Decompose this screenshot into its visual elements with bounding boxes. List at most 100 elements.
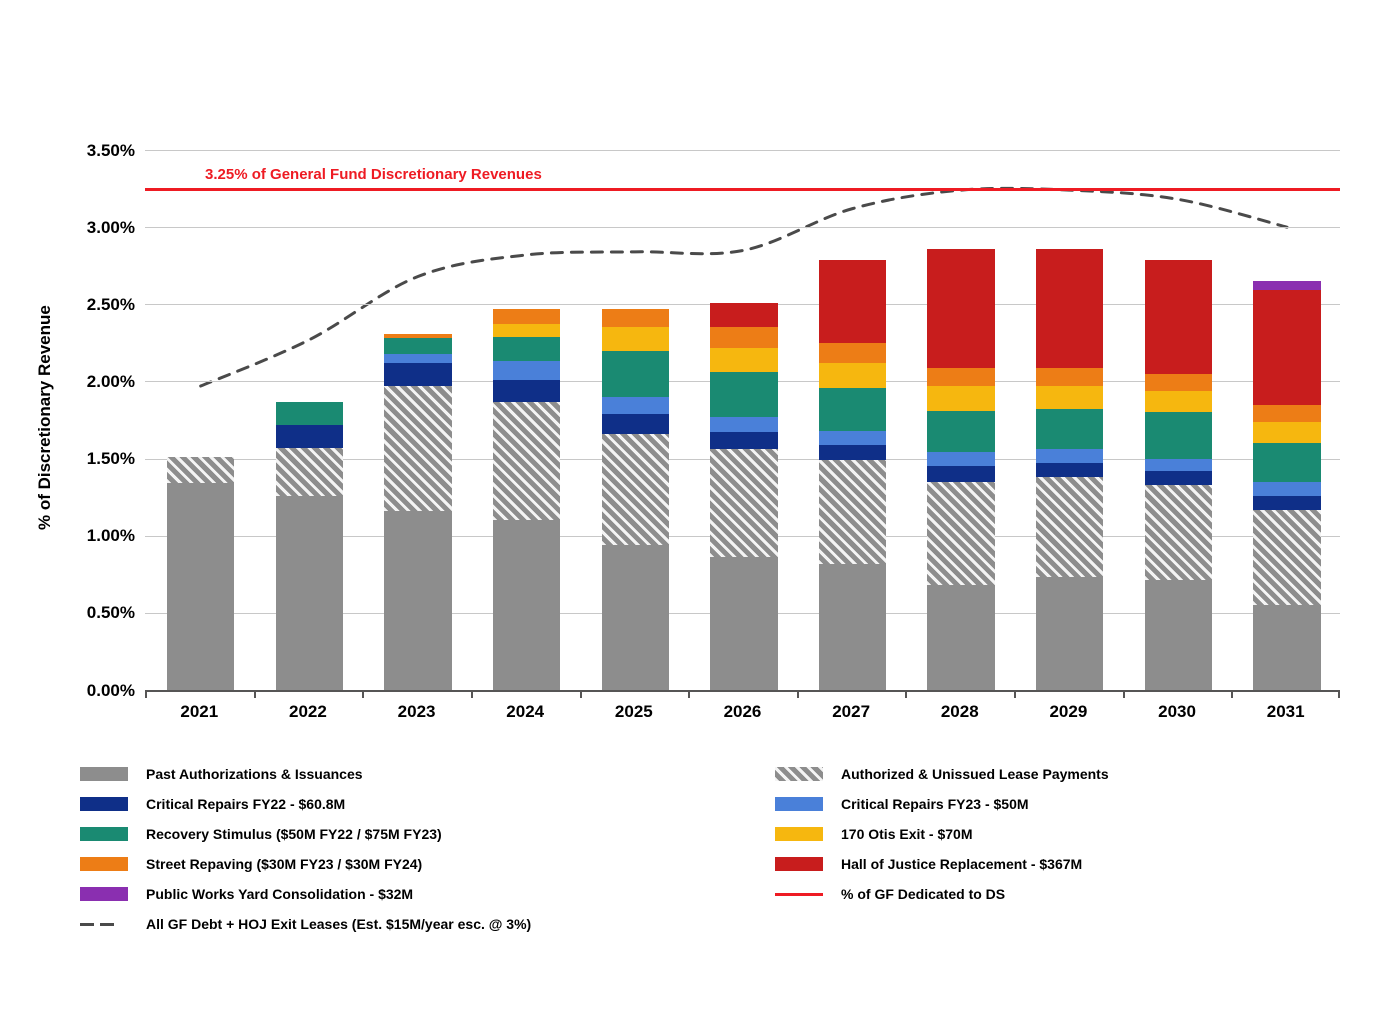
reference-line-label: 3.25% of General Fund Discretionary Reve… [205, 166, 542, 183]
seg-recovery [819, 388, 886, 431]
seg-auth [167, 457, 234, 483]
seg-hoj [1253, 290, 1320, 404]
x-tick [362, 690, 364, 698]
chart-container: % of Discretionary Revenue 3.25% of Gene… [0, 0, 1378, 1030]
seg-hoj [819, 260, 886, 343]
seg-past [819, 564, 886, 691]
y-tick-label: 1.50% [65, 449, 135, 469]
bar-2024 [493, 150, 560, 690]
legend-swatch [775, 797, 823, 811]
seg-crit22 [602, 414, 669, 434]
seg-auth [384, 386, 451, 511]
seg-crit22 [384, 363, 451, 386]
seg-otis [1036, 386, 1103, 409]
seg-auth [1145, 485, 1212, 581]
seg-past [493, 520, 560, 690]
y-axis-title: % of Discretionary Revenue [35, 305, 55, 530]
y-tick-label: 3.00% [65, 218, 135, 238]
seg-recovery [710, 372, 777, 417]
x-label-2030: 2030 [1123, 702, 1232, 722]
seg-past [1145, 580, 1212, 690]
seg-past [384, 511, 451, 690]
seg-recovery [276, 402, 343, 425]
seg-past [276, 496, 343, 690]
y-tick-label: 3.50% [65, 141, 135, 161]
seg-auth [710, 449, 777, 557]
seg-crit23 [710, 417, 777, 432]
legend-item-pwyard: Public Works Yard Consolidation - $32M [80, 885, 531, 903]
seg-auth [276, 448, 343, 496]
seg-past [710, 557, 777, 690]
x-label-2024: 2024 [471, 702, 580, 722]
bar-2023 [384, 150, 451, 690]
seg-otis [819, 363, 886, 388]
seg-crit23 [493, 361, 560, 380]
x-label-2026: 2026 [688, 702, 797, 722]
legend-label: Recovery Stimulus ($50M FY22 / $75M FY23… [146, 826, 442, 842]
seg-crit22 [493, 380, 560, 402]
legend-label: Past Authorizations & Issuances [146, 766, 363, 782]
seg-repave [710, 327, 777, 347]
x-tick [1014, 690, 1016, 698]
seg-repave [493, 309, 560, 324]
x-tick [1231, 690, 1233, 698]
seg-hoj [1145, 260, 1212, 374]
bar-2031 [1253, 150, 1320, 690]
seg-auth [927, 482, 994, 585]
legend-label: Authorized & Unissued Lease Payments [841, 766, 1109, 782]
seg-past [602, 545, 669, 690]
seg-recovery [384, 338, 451, 353]
seg-auth [602, 434, 669, 545]
bar-2030 [1145, 150, 1212, 690]
x-tick [1338, 690, 1340, 698]
legend-label: Critical Repairs FY23 - $50M [841, 796, 1029, 812]
legend-item-crit23: Critical Repairs FY23 - $50M [775, 795, 1109, 813]
seg-crit22 [1145, 471, 1212, 485]
seg-repave [819, 343, 886, 363]
legend-item-hoj: Hall of Justice Replacement - $367M [775, 855, 1109, 873]
seg-crit23 [1145, 459, 1212, 471]
legend-item-crit22: Critical Repairs FY22 - $60.8M [80, 795, 531, 813]
x-tick [145, 690, 147, 698]
x-tick [688, 690, 690, 698]
seg-crit22 [819, 445, 886, 460]
legend-label: % of GF Dedicated to DS [841, 886, 1005, 902]
legend-label: All GF Debt + HOJ Exit Leases (Est. $15M… [146, 916, 531, 932]
seg-otis [602, 327, 669, 350]
seg-otis [710, 348, 777, 373]
legend-swatch [775, 857, 823, 871]
seg-repave [1253, 405, 1320, 422]
bar-2028 [927, 150, 994, 690]
legend-dash-swatch [80, 923, 128, 926]
legend-item-refline: % of GF Dedicated to DS [775, 885, 1109, 903]
seg-recovery [602, 351, 669, 397]
seg-crit23 [819, 431, 886, 445]
legend-line-swatch [775, 893, 823, 896]
legend-item-otis: 170 Otis Exit - $70M [775, 825, 1109, 843]
seg-crit23 [1253, 482, 1320, 496]
seg-crit22 [927, 466, 994, 481]
x-tick [797, 690, 799, 698]
x-label-2029: 2029 [1014, 702, 1123, 722]
seg-past [167, 483, 234, 690]
seg-auth [493, 402, 560, 521]
bar-2025 [602, 150, 669, 690]
y-tick-label: 1.00% [65, 526, 135, 546]
x-tick [905, 690, 907, 698]
x-label-2031: 2031 [1231, 702, 1340, 722]
seg-otis [1145, 391, 1212, 413]
seg-auth [1253, 510, 1320, 606]
seg-auth [819, 460, 886, 563]
seg-crit23 [602, 397, 669, 414]
legend-item-dashline: All GF Debt + HOJ Exit Leases (Est. $15M… [80, 915, 531, 933]
seg-hoj [710, 303, 777, 328]
plot-area: 3.25% of General Fund Discretionary Reve… [145, 150, 1340, 692]
x-label-2028: 2028 [905, 702, 1014, 722]
bar-2022 [276, 150, 343, 690]
seg-crit23 [1036, 449, 1103, 463]
seg-crit22 [1253, 496, 1320, 510]
seg-hoj [927, 249, 994, 368]
legend-swatch [80, 767, 128, 781]
legend-label: Hall of Justice Replacement - $367M [841, 856, 1082, 872]
legend-swatch [80, 887, 128, 901]
